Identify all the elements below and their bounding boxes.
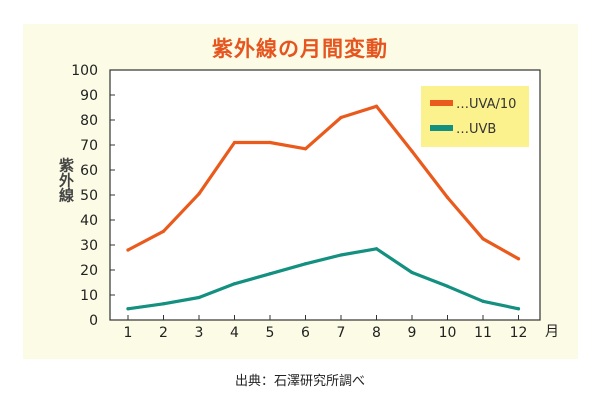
data-point: [161, 229, 166, 233]
x-tick-label: 5: [266, 325, 275, 341]
legend-swatch: [430, 125, 453, 131]
data-point: [374, 247, 379, 251]
y-tick-label: 60: [80, 163, 98, 179]
legend-label: …UVA/10: [456, 97, 516, 112]
data-point: [516, 307, 521, 311]
data-point: [445, 195, 450, 200]
data-point: [161, 302, 166, 306]
series-line-uva: [126, 104, 521, 261]
legend: …UVA/10 …UVB: [421, 86, 529, 147]
y-tick-label: 0: [89, 313, 98, 329]
chart-title: 紫外線の月間変動: [212, 37, 388, 61]
y-tick-label: 30: [80, 238, 98, 254]
data-point: [339, 115, 343, 120]
data-point: [410, 270, 414, 275]
data-point: [481, 299, 485, 303]
y-tick-label: 70: [80, 138, 98, 154]
series-line-uvb: [126, 247, 521, 311]
x-tick-label: 7: [337, 325, 346, 341]
data-point: [445, 284, 450, 288]
y-tick-label: 80: [80, 113, 98, 129]
data-point: [481, 237, 485, 241]
series-lines: [126, 104, 521, 311]
data-point: [232, 140, 237, 145]
legend-label: …UVB: [456, 122, 496, 137]
data-point: [268, 272, 272, 276]
data-point: [232, 282, 237, 286]
y-tick-label: 50: [80, 188, 98, 204]
data-point: [516, 257, 521, 261]
x-tick-label: 11: [474, 325, 492, 341]
x-tick-label: 8: [372, 325, 381, 341]
data-point: [268, 140, 272, 145]
y-tick-label: 90: [80, 88, 98, 104]
x-tick-label: 6: [301, 325, 310, 341]
data-point: [197, 192, 201, 196]
y-tick-label: 100: [71, 63, 98, 79]
y-axis-title: 紫外線: [57, 158, 75, 204]
data-point: [339, 253, 343, 257]
y-tick-label: 20: [80, 263, 98, 279]
legend-box: [421, 86, 529, 147]
data-point: [303, 147, 308, 151]
source-note: 出典：石澤研究所調べ: [234, 374, 365, 389]
data-point: [197, 295, 201, 300]
x-tick-label: 3: [195, 325, 204, 341]
data-point: [303, 262, 308, 266]
x-ticks: 1 2 3 4 5 6 7 8 9 10 11 12: [124, 315, 528, 341]
data-point: [126, 248, 130, 252]
x-tick-label: 1: [124, 325, 133, 341]
legend-swatch: [430, 100, 453, 106]
x-tick-label: 2: [159, 325, 168, 341]
data-point: [374, 104, 379, 108]
x-tick-label: 10: [439, 325, 457, 341]
x-axis-unit: 月: [545, 324, 559, 340]
x-tick-label: 12: [510, 325, 528, 341]
data-point: [126, 307, 130, 311]
y-ticks: 0 10 20 30 40 50 60 70 80 90 100: [71, 63, 115, 329]
x-tick-label: 9: [408, 325, 417, 341]
y-tick-label: 10: [80, 288, 98, 304]
x-tick-label: 4: [230, 325, 239, 341]
data-point: [410, 149, 414, 153]
y-tick-label: 40: [80, 213, 98, 229]
